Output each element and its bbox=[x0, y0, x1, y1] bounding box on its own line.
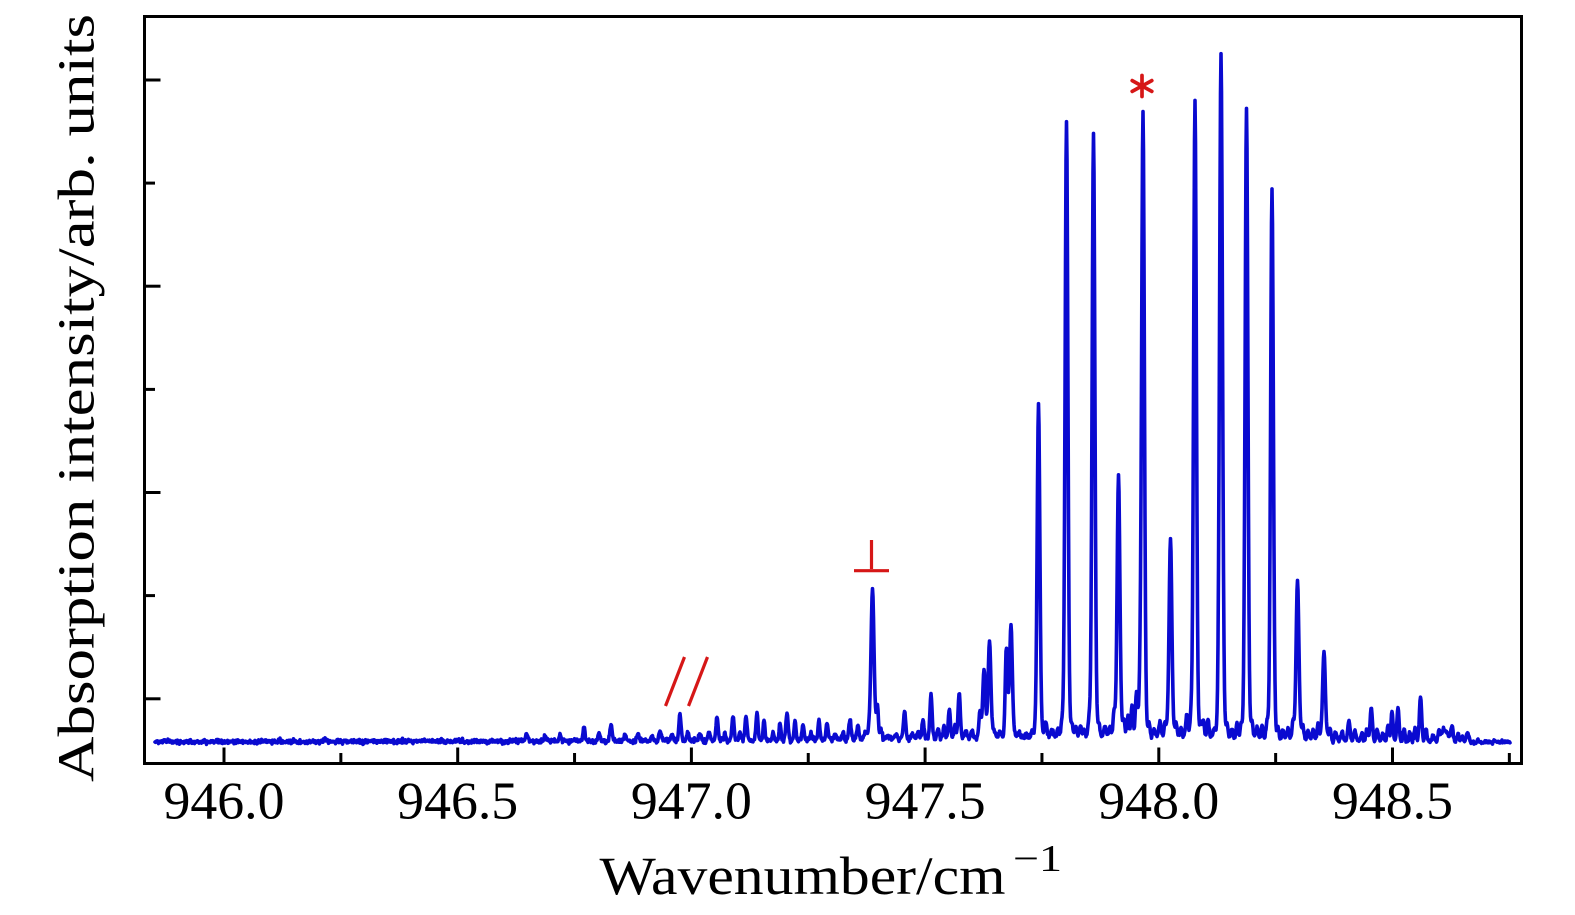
svg-text:−1: −1 bbox=[1013, 838, 1062, 880]
svg-text:948.0: 948.0 bbox=[1098, 773, 1219, 831]
svg-text:948.5: 948.5 bbox=[1332, 773, 1453, 831]
svg-text:947.5: 947.5 bbox=[865, 773, 986, 831]
svg-text:Absorption intensity/arb. unit: Absorption intensity/arb. units bbox=[49, 14, 106, 782]
svg-text:946.0: 946.0 bbox=[164, 773, 285, 831]
svg-text:946.5: 946.5 bbox=[397, 773, 518, 831]
svg-text:947.0: 947.0 bbox=[631, 773, 752, 831]
svg-text:Wavenumber/cm: Wavenumber/cm bbox=[600, 846, 1006, 906]
